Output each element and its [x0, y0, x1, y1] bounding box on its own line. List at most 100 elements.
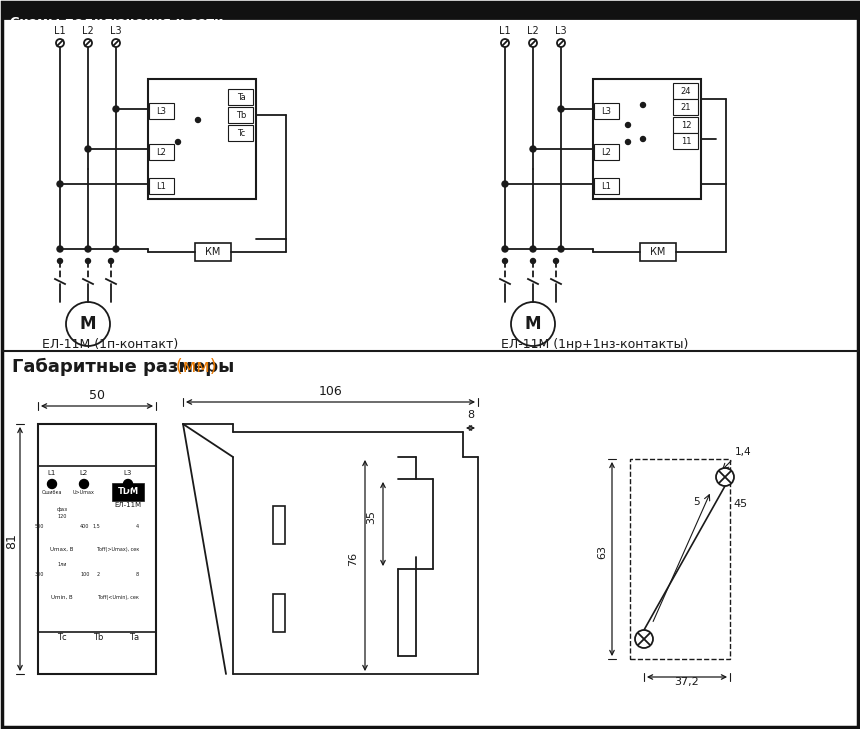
Circle shape: [105, 518, 131, 544]
Text: L1: L1: [48, 470, 56, 476]
Text: Tb: Tb: [236, 111, 246, 120]
Bar: [594, 103, 619, 119]
Circle shape: [84, 39, 92, 47]
Circle shape: [56, 39, 64, 47]
Circle shape: [531, 259, 536, 263]
Text: L1: L1: [156, 182, 166, 190]
Circle shape: [43, 438, 59, 454]
Text: 1ли: 1ли: [58, 562, 67, 567]
Text: L3: L3: [156, 106, 166, 115]
Circle shape: [66, 302, 110, 346]
Circle shape: [716, 468, 734, 486]
Circle shape: [57, 181, 63, 187]
Bar: [228, 125, 253, 141]
Circle shape: [112, 39, 120, 47]
Text: М: М: [525, 315, 541, 333]
Text: фаз: фаз: [57, 507, 67, 512]
Text: L3: L3: [110, 26, 122, 36]
Bar: [640, 243, 676, 261]
Circle shape: [558, 246, 564, 252]
Text: Габаритные размеры: Габаритные размеры: [12, 358, 235, 376]
Text: L1: L1: [499, 26, 511, 36]
Circle shape: [49, 566, 75, 592]
Text: L2: L2: [601, 147, 611, 157]
Circle shape: [124, 480, 132, 488]
Circle shape: [85, 146, 91, 152]
Text: 300: 300: [34, 572, 44, 577]
Text: 12: 12: [681, 120, 691, 130]
Bar: [273, 506, 285, 544]
Text: (мм): (мм): [170, 358, 217, 376]
Text: L1: L1: [54, 26, 66, 36]
Circle shape: [502, 246, 508, 252]
Circle shape: [511, 302, 555, 346]
Circle shape: [87, 438, 103, 454]
Circle shape: [641, 103, 646, 107]
Bar: [112, 483, 144, 501]
Text: Ta: Ta: [237, 93, 245, 101]
Circle shape: [557, 39, 565, 47]
Text: 400: 400: [80, 524, 89, 529]
Text: КМ: КМ: [650, 247, 666, 257]
Text: 24: 24: [681, 87, 691, 95]
Text: 4: 4: [136, 524, 139, 529]
Circle shape: [65, 438, 81, 454]
Circle shape: [85, 246, 91, 252]
Text: U<Umin: U<Umin: [116, 490, 136, 495]
Circle shape: [554, 259, 558, 263]
Circle shape: [57, 246, 63, 252]
Circle shape: [635, 630, 653, 648]
Text: Tc: Tc: [237, 128, 245, 138]
Text: L3: L3: [601, 106, 611, 115]
Bar: [228, 89, 253, 105]
Text: L2: L2: [156, 147, 166, 157]
Circle shape: [108, 259, 114, 263]
Circle shape: [49, 518, 75, 544]
Circle shape: [79, 480, 89, 488]
Bar: [149, 178, 174, 194]
Text: 1,5: 1,5: [92, 524, 100, 529]
Text: L3: L3: [124, 470, 132, 476]
Circle shape: [502, 181, 508, 187]
Circle shape: [558, 106, 564, 112]
Text: TDM: TDM: [118, 488, 138, 496]
Text: 11: 11: [681, 136, 691, 146]
Bar: [630, 459, 730, 659]
Text: 5: 5: [694, 497, 700, 507]
Circle shape: [47, 480, 57, 488]
Bar: [594, 144, 619, 160]
Text: КМ: КМ: [206, 247, 221, 257]
Circle shape: [195, 117, 200, 122]
Circle shape: [113, 106, 119, 112]
Text: ЕЛ-11М (1нр+1нз-контакты): ЕЛ-11М (1нр+1нз-контакты): [501, 338, 689, 351]
Text: Ошибка: Ошибка: [42, 490, 62, 495]
Circle shape: [501, 39, 509, 47]
Circle shape: [87, 646, 103, 662]
Circle shape: [109, 646, 125, 662]
Text: 8: 8: [467, 410, 474, 420]
Text: ЕЛ-11М: ЕЛ-11М: [114, 502, 142, 508]
Circle shape: [502, 259, 507, 263]
Text: 120: 120: [58, 514, 67, 519]
Bar: [195, 243, 231, 261]
Circle shape: [530, 146, 536, 152]
Text: 1,4: 1,4: [735, 447, 752, 457]
Text: L2: L2: [82, 26, 94, 36]
Circle shape: [530, 246, 536, 252]
Text: 2: 2: [97, 572, 100, 577]
Text: 81: 81: [5, 533, 19, 549]
Circle shape: [85, 259, 90, 263]
Text: 500: 500: [34, 524, 44, 529]
Text: 35: 35: [366, 510, 376, 524]
Bar: [673, 99, 698, 115]
Text: Тb: Тb: [93, 633, 103, 642]
Text: 45: 45: [733, 499, 747, 509]
Circle shape: [105, 566, 131, 592]
Bar: [148, 79, 256, 199]
Text: 37,2: 37,2: [674, 677, 699, 687]
Text: 8: 8: [136, 572, 139, 577]
Circle shape: [109, 438, 125, 454]
Bar: [594, 178, 619, 194]
Circle shape: [58, 259, 63, 263]
Bar: [673, 117, 698, 133]
